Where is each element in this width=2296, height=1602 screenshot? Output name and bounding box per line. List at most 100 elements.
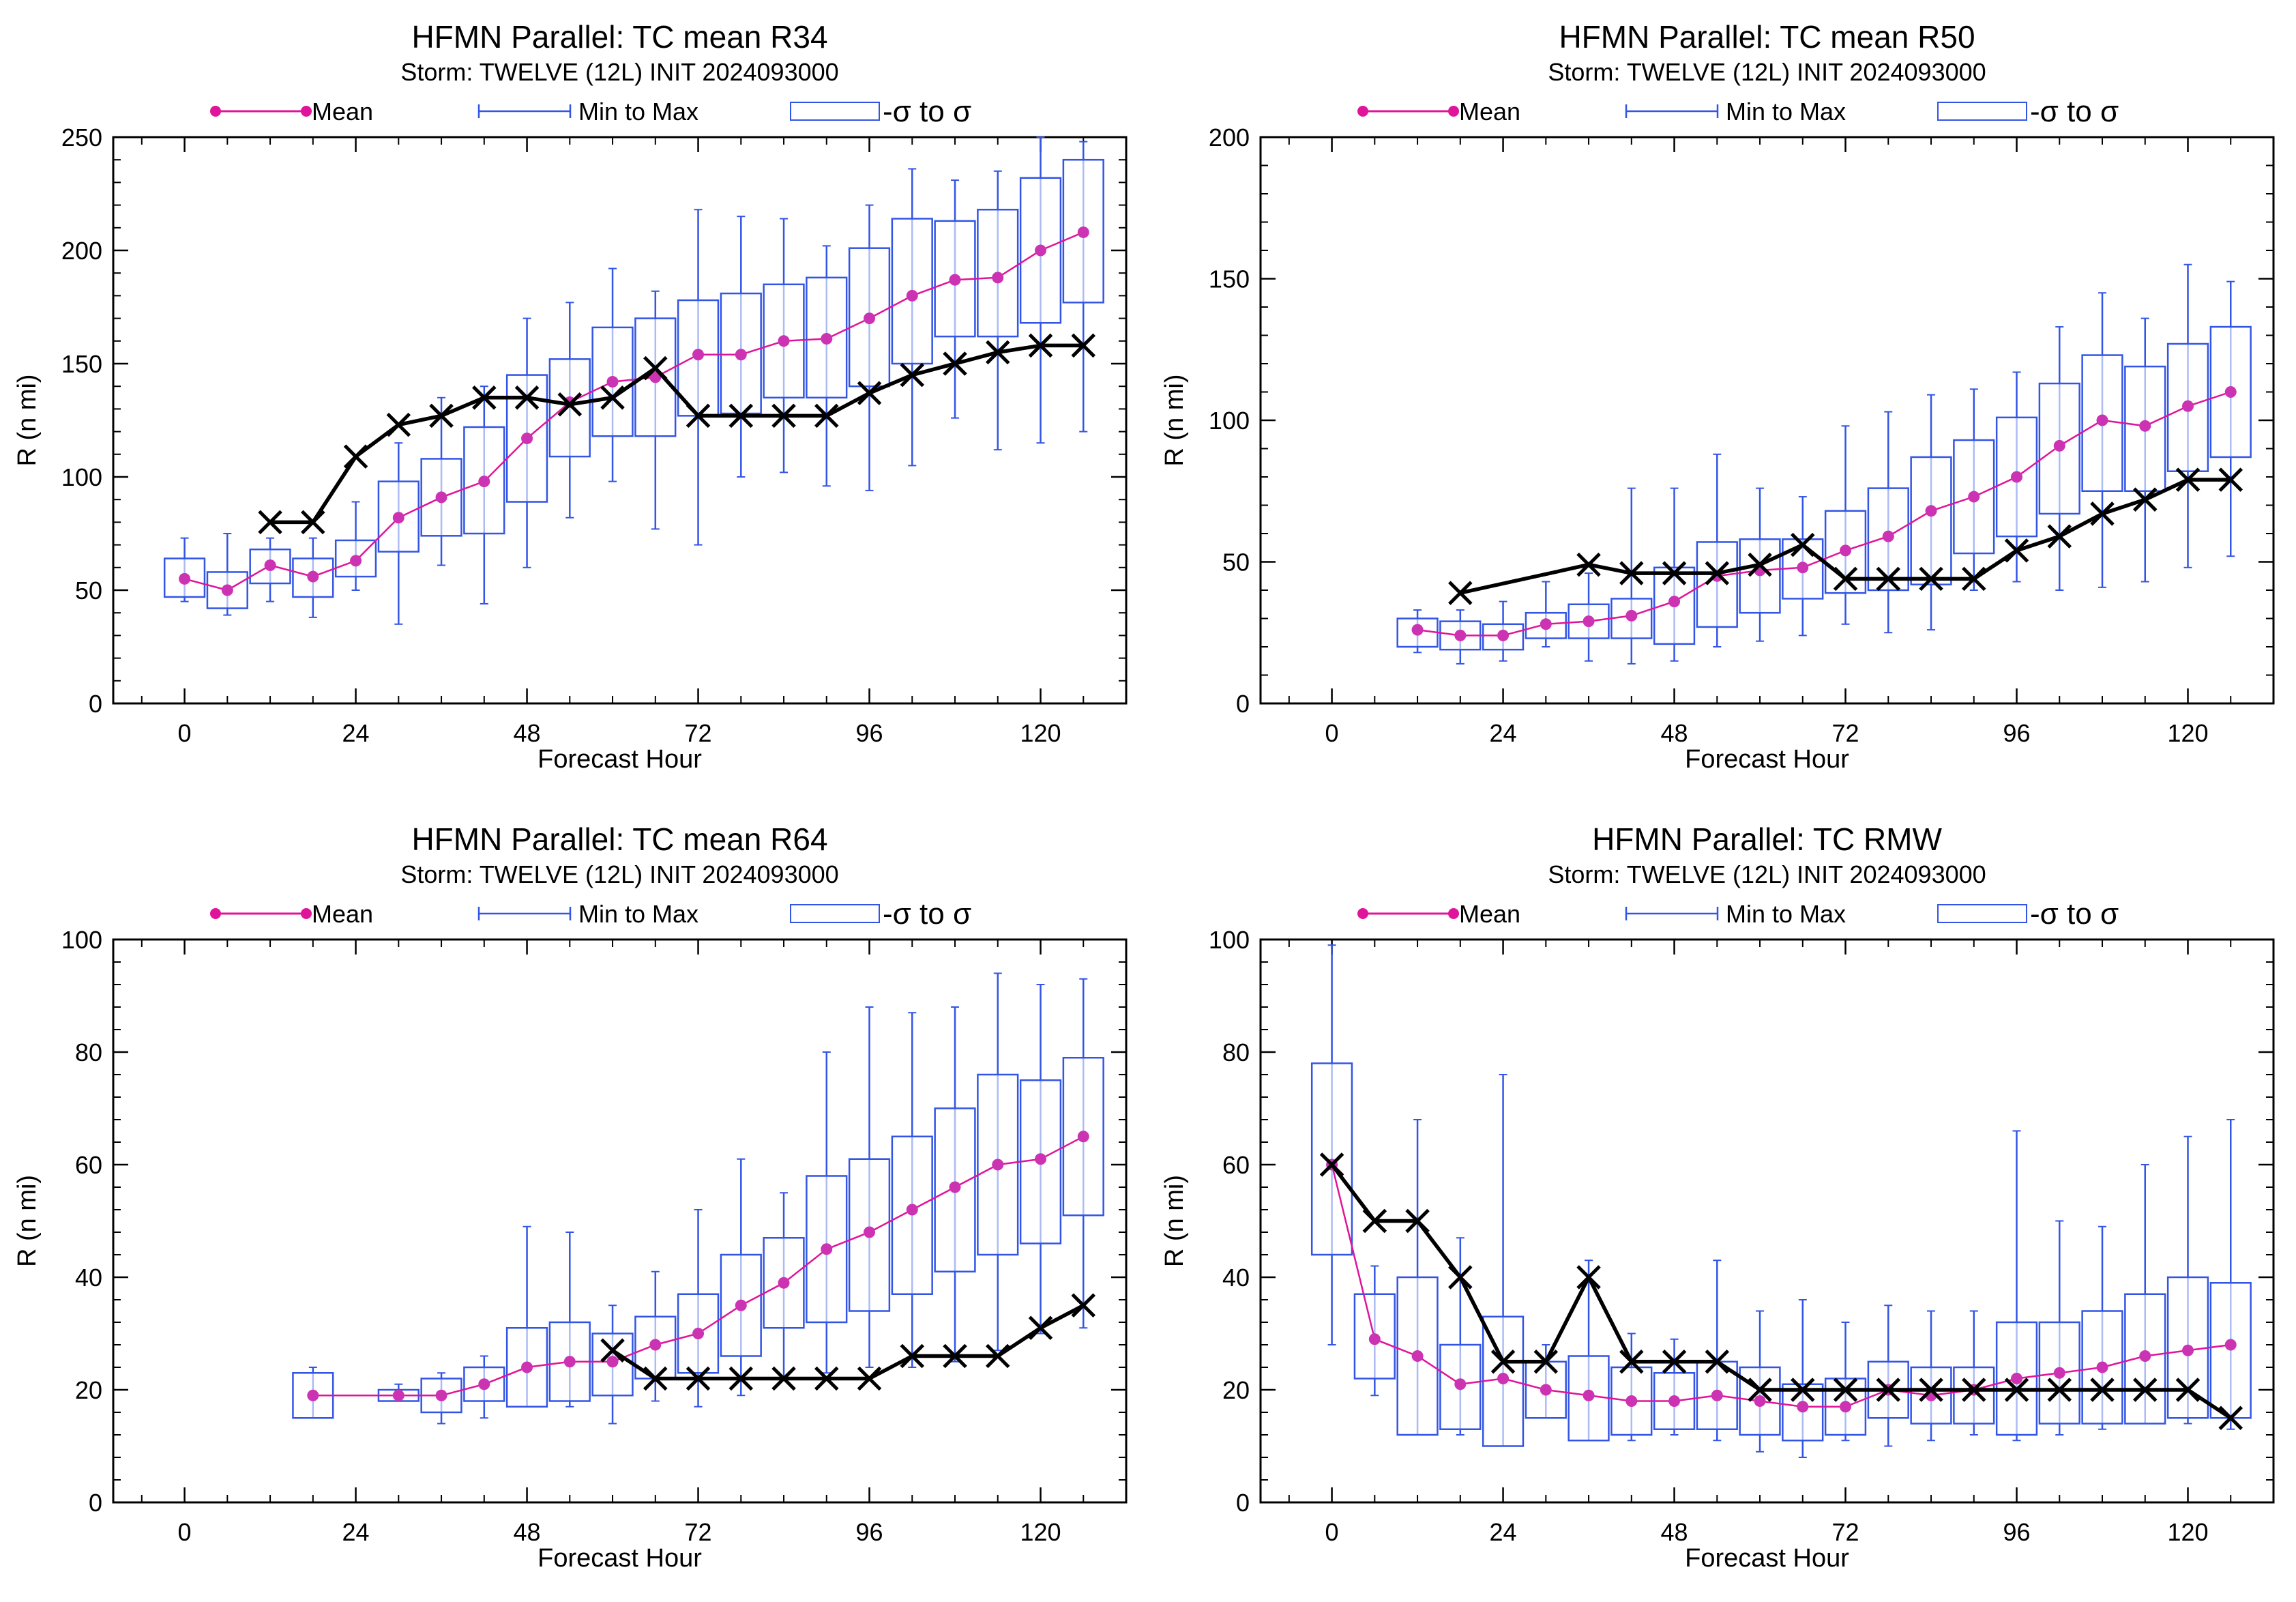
observed-line xyxy=(611,1303,1085,1381)
x-axis-label: Forecast Hour xyxy=(538,1544,702,1573)
x-tick-label: 48 xyxy=(1661,1518,1688,1546)
mean-point xyxy=(821,332,833,345)
chart-panel-4: HFMN Parallel: TC RMW Storm: TWELVE (12L)… xyxy=(1160,821,2275,1573)
legend-mean-marker xyxy=(1357,106,1368,117)
observed-point xyxy=(857,381,882,405)
observed-point xyxy=(1705,561,1730,585)
observed-point xyxy=(1071,1293,1096,1318)
y-tick-label: 40 xyxy=(1222,1264,1250,1292)
mean-point xyxy=(1411,1350,1424,1362)
x-tick-label: 24 xyxy=(342,719,370,747)
mean-point xyxy=(2053,1367,2065,1379)
observed-point xyxy=(301,510,325,535)
observed-point xyxy=(1919,566,1943,592)
observed-point xyxy=(2004,538,2029,563)
observed-point xyxy=(2047,524,2072,549)
mean-point xyxy=(435,491,447,504)
mean-point xyxy=(1797,1401,1809,1413)
mean-point xyxy=(821,1243,833,1255)
y-tick-label: 100 xyxy=(1209,926,1250,954)
legend-sigma-box xyxy=(1937,102,2027,121)
observed-point xyxy=(2218,1406,2243,1431)
observed-point xyxy=(728,1366,754,1391)
mean-point xyxy=(2139,1350,2151,1362)
y-tick-label: 250 xyxy=(61,123,102,151)
mean-point xyxy=(307,570,319,583)
x-tick-label: 0 xyxy=(1325,719,1339,747)
legend-minmax-label: Min to Max xyxy=(1726,98,1846,126)
y-axis-label: R (n mi) xyxy=(13,1175,42,1267)
mean-line xyxy=(1417,391,2231,637)
mean-point xyxy=(1035,244,1047,257)
observed-point xyxy=(643,1366,668,1391)
legend-sigma-label: -σ to σ xyxy=(883,897,971,931)
plot-frame xyxy=(112,136,1128,705)
x-tick-label: 72 xyxy=(1832,719,1859,747)
x-tick-label: 96 xyxy=(2003,719,2030,747)
observed-point xyxy=(258,510,282,535)
observed-point xyxy=(600,385,625,410)
mean-point xyxy=(1925,505,1937,517)
mean-line xyxy=(312,1135,1084,1397)
observed-point xyxy=(343,444,368,469)
mean-point xyxy=(2053,439,2065,452)
observed-point xyxy=(814,1366,839,1391)
sigma-box xyxy=(420,458,462,537)
chart-title: HFMN Parallel: TC mean R34 xyxy=(411,19,827,55)
mean-point xyxy=(692,349,705,361)
legend-minmax-label: Min to Max xyxy=(1726,900,1846,928)
observed-point xyxy=(600,1338,625,1363)
x-tick-label: 48 xyxy=(1661,719,1688,747)
chart-title: HFMN Parallel: TC mean R50 xyxy=(1559,19,1975,55)
mean-point xyxy=(906,1204,918,1216)
y-axis-label: R (n mi) xyxy=(1160,374,1189,466)
observed-point xyxy=(814,403,839,428)
legend-sigma-label: -σ to σ xyxy=(2030,95,2119,128)
legend: Mean Min to Max -σ to σ xyxy=(210,897,971,931)
observed-point xyxy=(1748,1378,1772,1402)
mean-line xyxy=(184,231,1084,592)
legend-mean-label: Mean xyxy=(312,98,373,126)
chart-subtitle: Storm: TWELVE (12L) INIT 2024093000 xyxy=(400,860,838,888)
observed-point xyxy=(1833,566,1858,592)
y-tick-label: 100 xyxy=(61,926,102,954)
mean-point xyxy=(864,1226,876,1238)
observed-point xyxy=(1662,1349,1687,1374)
x-tick-label: 0 xyxy=(178,719,192,747)
mean-point xyxy=(735,1299,747,1311)
mean-point xyxy=(1077,1131,1089,1143)
y-tick-label: 100 xyxy=(61,463,102,491)
y-tick-label: 80 xyxy=(1222,1038,1250,1066)
mean-point xyxy=(1754,1395,1766,1407)
mean-point xyxy=(692,1328,705,1339)
mean-point xyxy=(2139,420,2151,432)
mean-point xyxy=(1497,1373,1510,1384)
mean-point xyxy=(1368,1333,1381,1345)
plot-frame xyxy=(1259,938,2275,1504)
y-tick-label: 50 xyxy=(75,577,102,605)
legend-sigma-box xyxy=(1937,904,2027,923)
mean-point xyxy=(392,512,404,524)
legend-mean-marker xyxy=(1448,908,1459,919)
sigma-box xyxy=(2038,1321,2080,1425)
mean-point xyxy=(1454,1378,1467,1390)
legend-sigma-label: -σ to σ xyxy=(2030,897,2119,931)
x-tick-label: 96 xyxy=(2003,1518,2030,1546)
legend-sigma-box xyxy=(790,904,880,923)
observed-point xyxy=(1962,1378,1986,1402)
x-tick-label: 0 xyxy=(1325,1518,1339,1546)
legend: Mean Min to Max -σ to σ xyxy=(210,95,971,128)
mean-point xyxy=(1797,562,1809,574)
observed-point xyxy=(1705,1349,1730,1374)
observed-point xyxy=(1662,561,1687,585)
chart-subtitle: Storm: TWELVE (12L) INIT 2024093000 xyxy=(1548,58,1986,86)
y-tick-label: 200 xyxy=(61,237,102,265)
mean-point xyxy=(1583,615,1595,628)
y-tick-label: 80 xyxy=(75,1038,102,1066)
x-axis-label: Forecast Hour xyxy=(1685,1544,1849,1573)
legend-mean-marker xyxy=(1357,908,1368,919)
y-tick-label: 0 xyxy=(89,690,102,718)
observed-point xyxy=(1748,552,1772,577)
mean-point xyxy=(606,1356,619,1368)
